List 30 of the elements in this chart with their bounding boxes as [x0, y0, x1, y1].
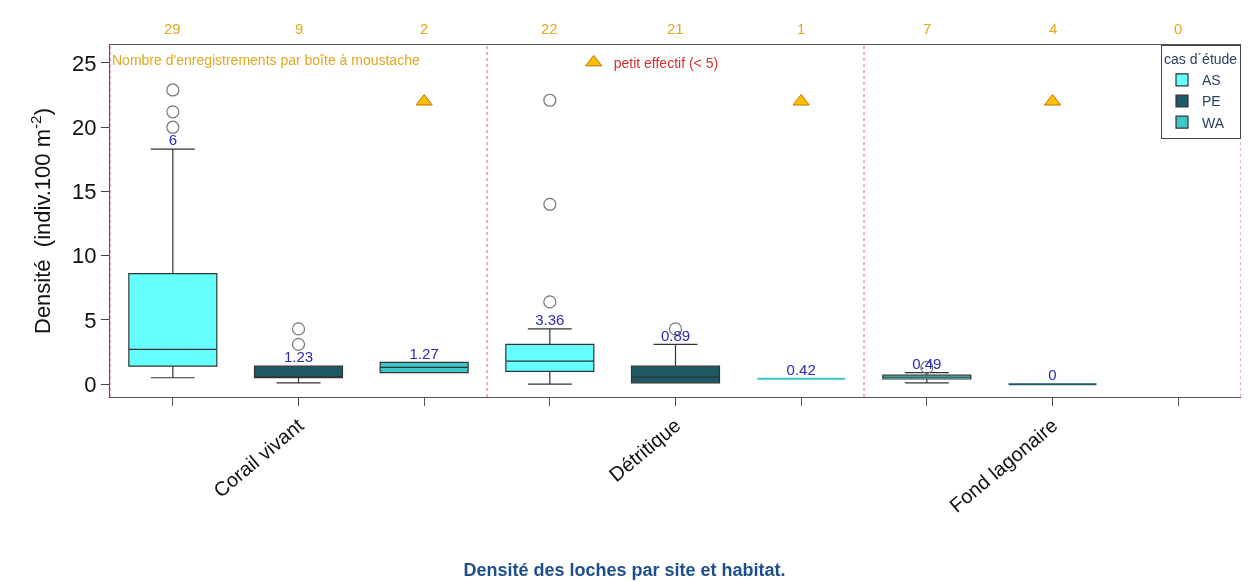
text: 22: [541, 20, 558, 37]
text: 3.36: [535, 311, 565, 329]
text: 6: [168, 131, 177, 149]
annotation: 0: [1048, 366, 1057, 384]
text: 7: [923, 20, 932, 37]
y-tick-label: 20: [72, 114, 97, 140]
y-tick-label: 15: [72, 179, 97, 205]
y-tick-label: 10: [72, 243, 97, 269]
text: 0.42: [786, 361, 816, 379]
legend-label: petit effectif (< 5): [613, 54, 719, 71]
text: 1.23: [283, 348, 314, 366]
text: 9: [295, 20, 304, 37]
legend-title: cas d´étude: [1164, 51, 1238, 68]
text: 4: [1049, 20, 1058, 37]
text: Densité des loches par site et habitat.: [463, 560, 786, 581]
text: 0.49: [912, 354, 942, 372]
text: 1.27: [409, 344, 439, 362]
text: 21: [667, 20, 684, 37]
y-tick-label: 0: [84, 371, 97, 397]
legend-label: PE: [1202, 93, 1221, 110]
y-tick-label: 5: [84, 307, 97, 333]
legend-label: AS: [1202, 72, 1221, 89]
text: 1: [797, 20, 806, 37]
y-tick-label: 25: [72, 50, 97, 76]
text: 2: [420, 20, 429, 37]
text: 0: [1174, 20, 1183, 37]
text: 0.89: [660, 326, 691, 344]
x2-axis-title: Nombre d'enregistrements par boîte à moustache: [112, 52, 420, 68]
text: 29: [164, 20, 181, 37]
legend-label: WA: [1202, 114, 1225, 131]
